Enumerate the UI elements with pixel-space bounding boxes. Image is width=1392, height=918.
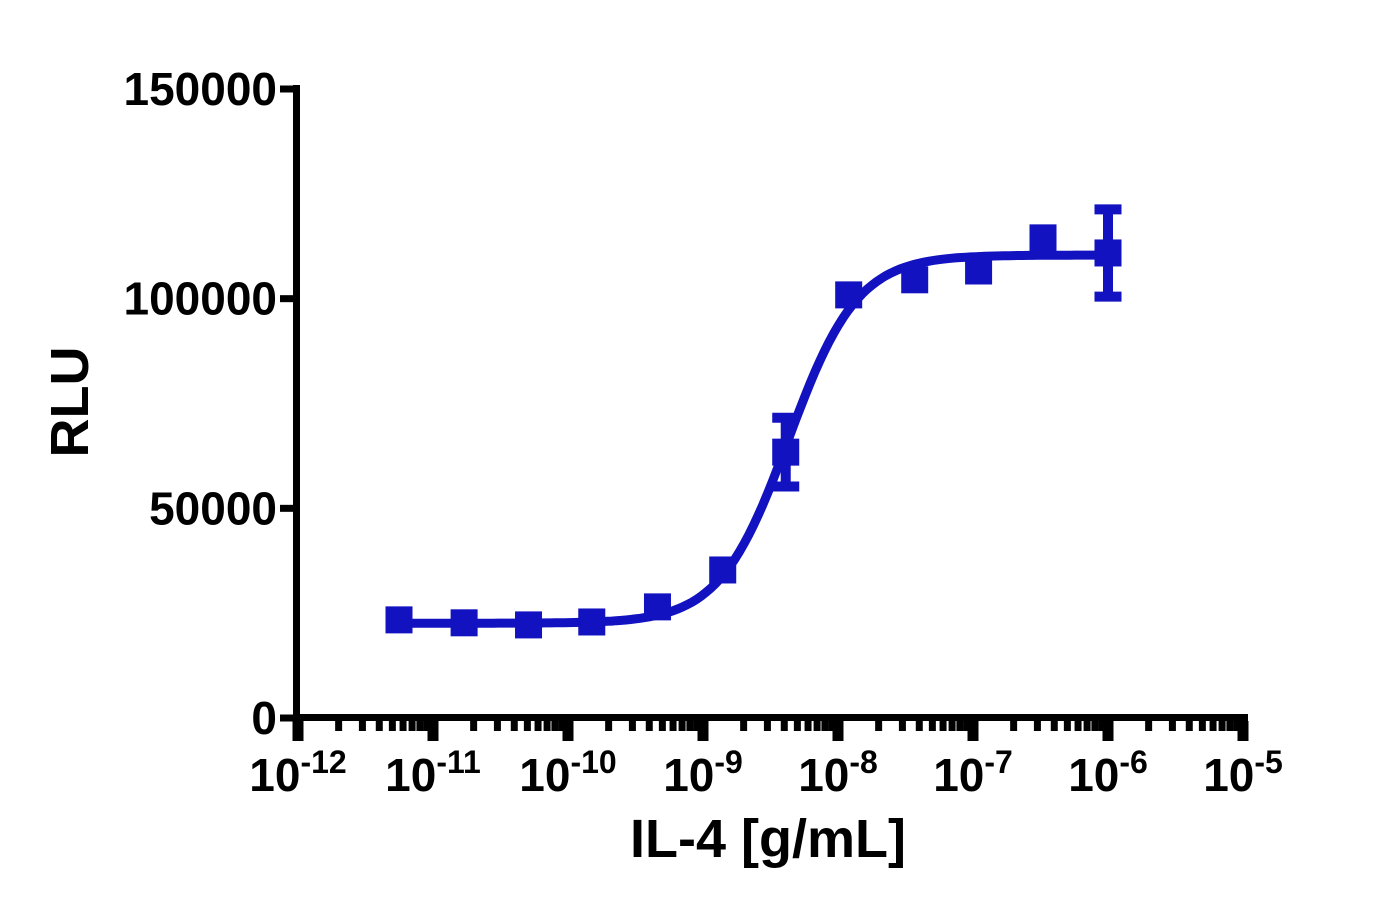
y-tick-label: 0 [251,692,277,744]
x-tick-label: 10-11 [385,744,481,801]
x-tick-label: 10-9 [663,744,743,801]
x-tick-label-base: 10 [249,749,300,801]
x-tick-label-base: 10 [385,749,436,801]
x-tick-label-exponent: -12 [300,744,346,780]
x-tick-label-base: 10 [663,749,714,801]
x-tick-label-exponent: -10 [570,744,616,780]
data-point-marker [835,281,863,309]
x-tick-label-base: 10 [933,749,984,801]
data-point-marker [385,606,413,634]
x-tick-label-exponent: -5 [1254,744,1282,780]
x-tick-label-exponent: -7 [984,744,1012,780]
x-tick-label-exponent: -6 [1119,744,1147,780]
x-tick-label: 10-8 [798,744,878,801]
x-tick-label-exponent: -11 [436,744,480,780]
data-point-marker [772,438,800,466]
data-point-marker [578,608,606,636]
data-point-marker [1029,224,1057,252]
data-point-marker [515,611,543,639]
x-tick-label-exponent: -9 [714,744,742,780]
x-tick-label-base: 10 [798,749,849,801]
x-tick-label-exponent: -8 [849,744,877,780]
y-tick-label: 100000 [124,273,278,325]
x-axis-title: IL-4 [g/mL] [630,809,906,869]
data-point-marker [643,593,671,621]
fit-curve [394,250,1113,628]
x-tick-label: 10-5 [1203,744,1283,801]
x-tick-label-base: 10 [1203,749,1254,801]
y-tick-label: 150000 [124,63,278,115]
x-tick-label: 10-6 [1068,744,1148,801]
data-point-marker [901,266,929,294]
data-point-marker [1094,239,1122,267]
y-tick-label: 50000 [149,482,277,534]
x-tick-label: 10-12 [249,744,346,801]
x-tick-label-base: 10 [519,749,570,801]
x-tick-label: 10-10 [519,744,616,801]
data-point-marker [709,556,737,584]
x-tick-label-base: 10 [1068,749,1119,801]
y-axis-title: RLU [40,347,100,458]
data-point-marker [965,257,993,285]
data-point-marker [450,609,478,637]
x-tick-label: 10-7 [933,744,1013,801]
data-layer [385,204,1122,639]
